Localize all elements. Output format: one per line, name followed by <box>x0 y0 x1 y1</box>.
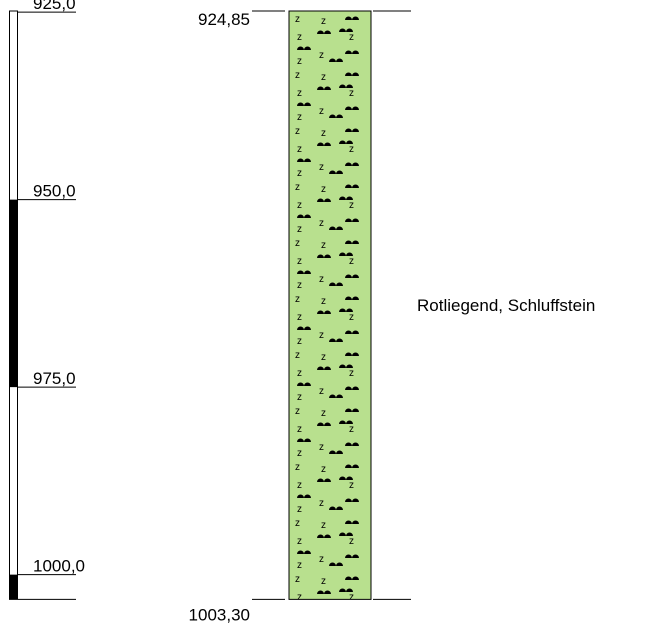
depth-scale-bar <box>9 10 18 600</box>
layer-description: Rotliegend, Schluffstein <box>417 296 595 315</box>
depth-tick-label: 975,0 <box>33 369 76 388</box>
lithology-column: 924,85 1003,30 Rotliegend, Schluffstein <box>189 10 596 624</box>
scale-bar-segment <box>9 199 18 388</box>
depth-tick-label: 1000,0 <box>33 557 85 576</box>
layer-bottom-depth-label: 1003,30 <box>189 605 250 624</box>
depth-scale-ticks: 925,0 950,0 975,0 1000,0 <box>18 0 85 600</box>
layer-top-depth-label: 924,85 <box>198 10 250 29</box>
depth-tick-label: 950,0 <box>33 182 76 201</box>
layer-pattern <box>288 10 372 600</box>
scale-bar-segment <box>9 574 18 600</box>
depth-tick-label: 925,0 <box>33 0 76 13</box>
